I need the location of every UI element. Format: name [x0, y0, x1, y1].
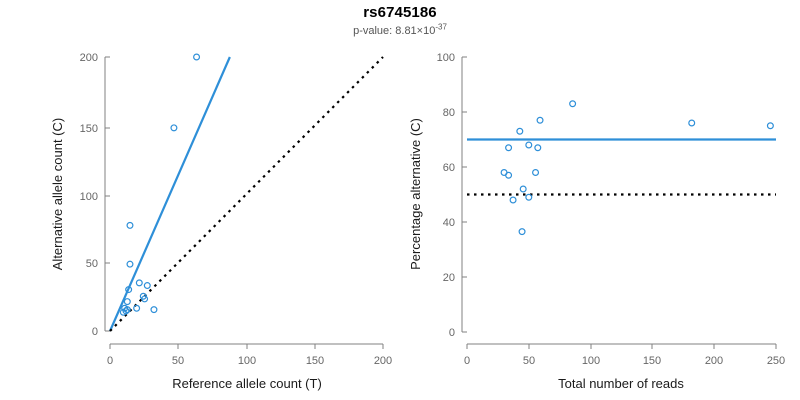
right-x-tick: 200	[705, 355, 723, 367]
right-x-tick: 100	[582, 355, 600, 367]
right-y-tick: 60	[443, 162, 455, 174]
data-point	[688, 119, 696, 127]
right-y-tick: 20	[443, 272, 455, 284]
data-point	[119, 308, 127, 316]
right-x-axis	[466, 343, 777, 349]
data-point	[170, 124, 178, 132]
data-point	[126, 221, 134, 229]
data-point	[505, 144, 513, 152]
right-scatter-panel: 100 80 60 40 20 0 0 50 100 150 200 250 T…	[408, 52, 785, 391]
data-point	[123, 298, 131, 306]
data-point	[518, 228, 526, 236]
right-x-tick: 250	[767, 355, 785, 367]
left-y-tick: 150	[80, 123, 98, 135]
fitted-regression-line	[108, 56, 231, 332]
data-point	[135, 279, 143, 287]
data-point	[766, 122, 774, 130]
data-point	[150, 306, 158, 314]
right-x-axis-title: Total number of reads	[558, 376, 684, 391]
data-point	[141, 295, 149, 303]
right-panel-points	[500, 100, 774, 236]
left-panel-lines	[108, 56, 384, 332]
left-x-tick: 0	[107, 355, 113, 367]
left-y-tick-labels: 200 150 100 50 0	[80, 52, 98, 338]
right-y-tick: 0	[449, 327, 455, 339]
right-x-tick: 150	[643, 355, 661, 367]
data-point	[509, 196, 517, 204]
left-x-tick: 100	[238, 355, 256, 367]
right-y-axis	[461, 56, 467, 333]
left-scatter-panel: 200 150 100 50 0 0 50 100 150 200 Refere…	[50, 52, 392, 391]
left-y-tick: 100	[80, 191, 98, 203]
identity-reference-line	[109, 56, 384, 332]
data-point	[143, 282, 151, 290]
left-x-tick: 200	[374, 355, 392, 367]
right-y-tick: 40	[443, 217, 455, 229]
left-panel-points	[119, 53, 201, 316]
data-point	[505, 171, 513, 179]
data-point	[532, 169, 540, 177]
left-x-axis-title: Reference allele count (T)	[172, 376, 322, 391]
left-x-tick: 50	[172, 355, 184, 367]
right-y-axis-title: Percentage alternative (C)	[408, 118, 423, 270]
data-point	[536, 116, 544, 124]
data-point	[193, 53, 201, 61]
left-x-tick: 150	[306, 355, 324, 367]
right-panel-lines	[467, 138, 776, 196]
right-y-tick: 100	[437, 52, 455, 64]
data-point	[519, 185, 527, 193]
left-y-tick: 50	[86, 258, 98, 270]
data-point	[516, 127, 524, 135]
right-x-tick: 0	[464, 355, 470, 367]
right-x-tick: 50	[523, 355, 535, 367]
data-point	[125, 286, 133, 294]
left-y-axis	[104, 56, 110, 332]
data-point	[534, 144, 542, 152]
left-y-tick: 0	[92, 326, 98, 338]
right-x-tick-labels: 0 50 100 150 200 250	[464, 355, 785, 367]
data-point	[525, 193, 533, 201]
right-y-tick-labels: 100 80 60 40 20 0	[437, 52, 455, 339]
data-point	[126, 260, 134, 268]
right-y-tick: 80	[443, 107, 455, 119]
left-x-axis	[109, 343, 384, 349]
left-y-tick: 200	[80, 52, 98, 64]
data-point	[133, 304, 141, 312]
left-x-tick-labels: 0 50 100 150 200	[107, 355, 392, 367]
data-point	[525, 141, 533, 149]
left-y-axis-title: Alternative allele count (C)	[50, 118, 65, 270]
data-point	[569, 100, 577, 108]
